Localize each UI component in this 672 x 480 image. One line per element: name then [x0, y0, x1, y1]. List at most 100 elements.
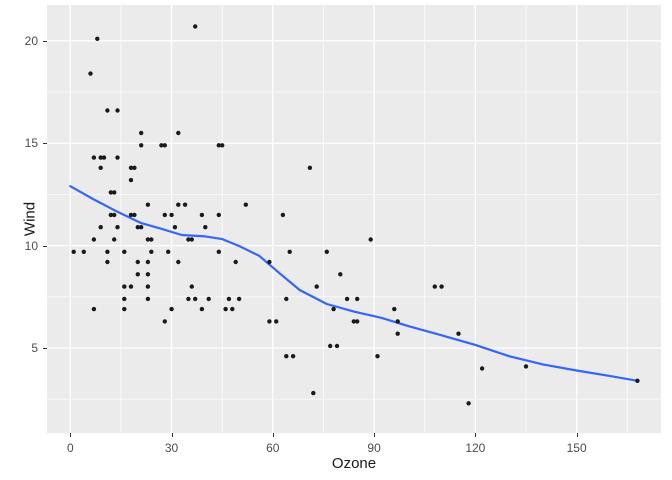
y-tick-label: 10	[24, 238, 38, 253]
data-point	[287, 249, 292, 254]
data-point	[311, 390, 316, 396]
x-tick-label: 30	[164, 441, 179, 455]
data-point	[176, 202, 181, 207]
data-point	[355, 319, 360, 324]
data-point	[331, 306, 336, 312]
data-point	[223, 306, 228, 312]
minor-gridlines	[47, 5, 661, 433]
data-point	[115, 225, 120, 230]
data-point	[145, 296, 151, 302]
data-point	[456, 331, 461, 336]
x-tick-mark	[171, 433, 173, 437]
data-point	[145, 272, 151, 277]
data-point	[284, 296, 289, 302]
data-point	[216, 143, 221, 148]
data-point	[115, 108, 120, 113]
data-point	[226, 296, 232, 302]
data-point	[145, 237, 151, 242]
data-point	[98, 155, 103, 160]
loess-smooth-line	[69, 185, 639, 382]
data-point	[172, 225, 178, 230]
data-point	[105, 259, 110, 265]
y-tick-mark	[43, 143, 47, 145]
plot-canvas	[47, 5, 661, 433]
data-point	[162, 143, 167, 148]
x-axis-title: Ozone	[331, 455, 377, 472]
data-point	[236, 296, 242, 302]
data-point	[145, 202, 151, 207]
data-point	[267, 319, 272, 324]
data-point	[216, 212, 221, 218]
data-point	[162, 212, 167, 218]
data-point	[186, 296, 191, 302]
data-point	[344, 296, 350, 302]
data-point	[139, 130, 144, 136]
data-point	[145, 284, 151, 289]
data-point	[176, 130, 181, 136]
data-point	[112, 212, 117, 218]
data-point	[139, 225, 144, 230]
data-point	[108, 190, 113, 195]
x-tick-mark	[272, 433, 274, 437]
data-point	[88, 71, 93, 76]
data-point	[199, 306, 205, 312]
data-point	[169, 306, 174, 312]
data-point	[159, 143, 164, 148]
data-point	[392, 306, 397, 312]
data-point	[98, 225, 103, 230]
y-tick-mark	[43, 245, 47, 247]
y-tick-label: 5	[31, 341, 38, 355]
data-point	[368, 237, 373, 242]
data-point	[71, 249, 76, 254]
data-point	[395, 331, 400, 336]
data-point	[122, 296, 127, 302]
data-point	[128, 165, 134, 170]
data-point	[395, 319, 400, 324]
data-point	[166, 249, 171, 254]
data-point	[122, 306, 127, 312]
data-point	[108, 212, 113, 218]
data-point	[105, 108, 110, 113]
data-point	[479, 366, 485, 371]
data-point	[189, 284, 194, 289]
data-point	[132, 212, 137, 218]
data-point	[122, 284, 127, 289]
data-point	[220, 143, 225, 148]
data-point	[216, 249, 221, 254]
data-point	[135, 259, 140, 265]
data-point	[314, 284, 319, 289]
data-point	[139, 143, 144, 148]
x-tick-mark	[576, 433, 578, 437]
x-tick-label: 150	[566, 441, 587, 455]
data-point	[199, 212, 205, 218]
data-point	[206, 296, 211, 302]
data-point	[91, 237, 97, 242]
data-point	[182, 202, 188, 207]
data-point	[91, 306, 97, 312]
data-point	[112, 237, 117, 242]
data-point	[98, 165, 103, 170]
data-point	[439, 284, 444, 289]
data-point	[267, 259, 272, 265]
data-point	[105, 249, 110, 254]
data-point	[128, 177, 134, 183]
data-point	[274, 319, 279, 324]
y-tick-mark	[43, 40, 47, 42]
data-point	[193, 296, 198, 302]
data-point	[307, 165, 313, 170]
data-point	[122, 249, 127, 254]
data-point	[243, 202, 248, 207]
data-point	[230, 306, 235, 312]
plot-panel	[47, 5, 661, 433]
data-point	[95, 36, 100, 41]
data-point	[101, 155, 107, 160]
data-point	[375, 354, 380, 359]
data-point	[635, 378, 640, 383]
data-point	[162, 319, 167, 324]
data-point	[115, 155, 120, 160]
y-tick-label: 15	[24, 136, 38, 151]
data-point	[81, 249, 86, 254]
data-points	[71, 24, 640, 406]
data-point	[169, 212, 174, 218]
